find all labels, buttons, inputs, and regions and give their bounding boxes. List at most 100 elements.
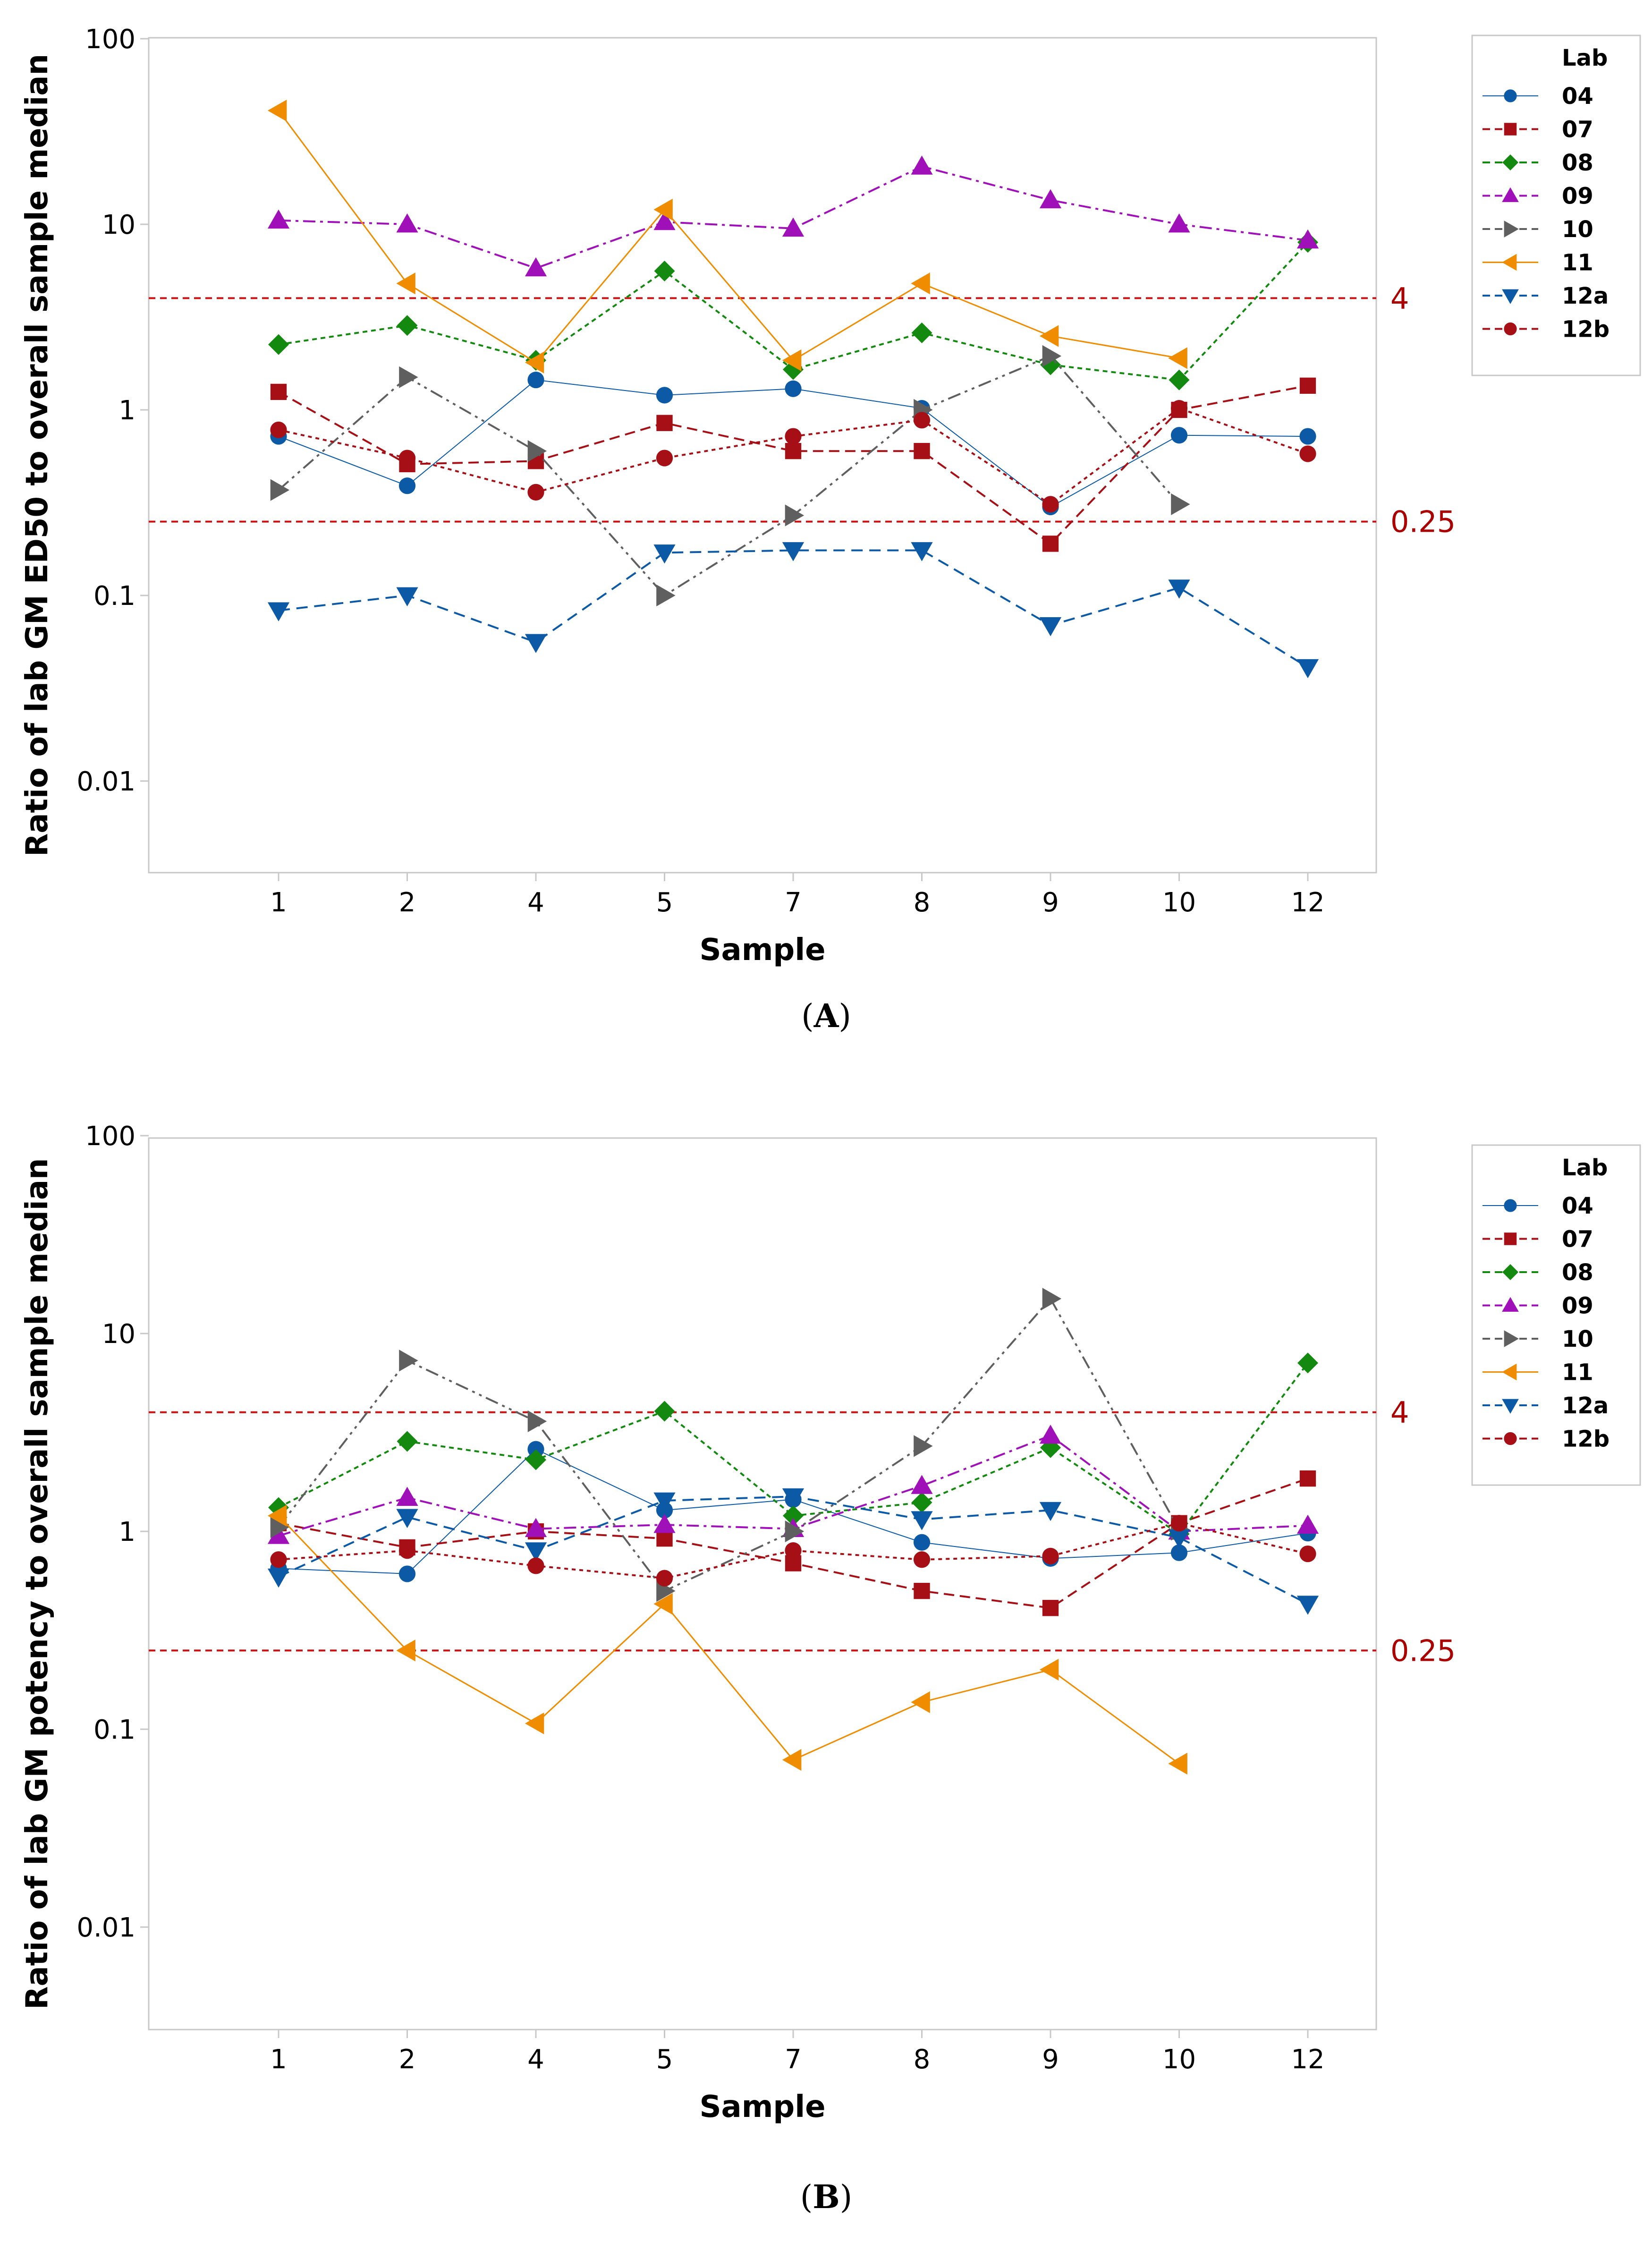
a-legend-swatch-marker bbox=[1504, 123, 1517, 136]
a-point-09 bbox=[653, 211, 676, 230]
b-point-11 bbox=[396, 1640, 415, 1662]
a-point-09 bbox=[525, 257, 547, 277]
b-point-12a bbox=[1039, 1502, 1062, 1521]
b-point-09 bbox=[267, 1525, 290, 1544]
a-point-08 bbox=[268, 334, 289, 355]
a-xtick-label: 5 bbox=[656, 887, 673, 918]
b-point-12a bbox=[1296, 1596, 1319, 1615]
a-series-07 bbox=[270, 377, 1316, 552]
a-legend-box bbox=[1471, 34, 1641, 376]
a-point-07 bbox=[914, 443, 930, 459]
a-point-12b bbox=[270, 421, 287, 439]
a-point-09 bbox=[782, 217, 805, 237]
b-point-12a bbox=[782, 1488, 805, 1508]
b-point-08 bbox=[525, 1449, 546, 1470]
b-legend-swatch-marker bbox=[1504, 1330, 1519, 1347]
a-point-09 bbox=[911, 155, 933, 175]
a-legend-item-12b: 12b bbox=[1483, 316, 1610, 343]
b-ytick-label: 0.01 bbox=[76, 1912, 136, 1943]
b-legend-item-12a: 12a bbox=[1483, 1393, 1609, 1419]
b-legend-swatch-marker bbox=[1502, 1264, 1518, 1280]
a-point-04 bbox=[656, 387, 673, 404]
b-point-12b bbox=[785, 1542, 802, 1559]
b-point-04 bbox=[527, 1441, 544, 1458]
b-ytick-label: 1 bbox=[119, 1517, 136, 1547]
b-point-08 bbox=[654, 1401, 675, 1422]
b-point-11 bbox=[911, 1691, 930, 1713]
b-line-11 bbox=[278, 1515, 1180, 1765]
b-legend-swatch-marker bbox=[1502, 1297, 1519, 1312]
a-legend-swatch-marker bbox=[1502, 154, 1518, 170]
a-point-09 bbox=[1039, 189, 1062, 209]
a-xtick-label: 1 bbox=[270, 887, 287, 918]
a-ytick-label: 0.1 bbox=[93, 581, 136, 612]
a-legend-item-04: 04 bbox=[1483, 83, 1593, 110]
a-point-12b bbox=[527, 484, 544, 501]
b-point-11 bbox=[267, 1504, 287, 1527]
b-legend-swatch-marker bbox=[1504, 1232, 1517, 1245]
a-line-10 bbox=[278, 355, 1180, 597]
b-legend-label: 12b bbox=[1562, 1426, 1610, 1453]
a-y-axis-title: Ratio of lab GM ED50 to overall sample m… bbox=[20, 54, 55, 857]
b-point-11 bbox=[525, 1712, 544, 1734]
a-point-11 bbox=[1168, 347, 1187, 369]
a-xtick-label: 9 bbox=[1042, 887, 1059, 918]
b-legend-label: 11 bbox=[1562, 1359, 1593, 1386]
a-point-04 bbox=[1170, 427, 1188, 444]
a-point-12a bbox=[1168, 579, 1190, 599]
b-point-09 bbox=[396, 1487, 418, 1506]
a-point-11 bbox=[653, 198, 673, 221]
a-point-12a bbox=[911, 542, 933, 561]
b-point-12b bbox=[1042, 1547, 1059, 1564]
a-legend: Lab 04 07 08 09 10 11 12a 12b bbox=[1471, 34, 1641, 376]
b-series-12a bbox=[267, 1488, 1319, 1615]
a-point-11 bbox=[267, 100, 287, 122]
b-series-08 bbox=[268, 1352, 1318, 1545]
a-point-12a bbox=[396, 587, 418, 607]
a-point-09 bbox=[396, 213, 418, 233]
b-legend-title: Lab bbox=[1562, 1155, 1608, 1181]
b-point-11 bbox=[782, 1749, 802, 1771]
a-point-12a bbox=[525, 634, 547, 654]
a-legend-label: 11 bbox=[1562, 250, 1593, 276]
b-point-09 bbox=[1296, 1514, 1319, 1534]
b-point-12a bbox=[267, 1568, 290, 1588]
b-legend-item-11: 11 bbox=[1483, 1359, 1593, 1386]
a-ytick-label: 1 bbox=[119, 395, 136, 426]
b-point-10 bbox=[1042, 1288, 1062, 1310]
b-ytick-label: 0.1 bbox=[93, 1715, 136, 1745]
a-point-12b bbox=[1042, 496, 1059, 513]
b-point-07 bbox=[914, 1582, 930, 1599]
a-ytick-label: 100 bbox=[85, 24, 136, 55]
a-legend-swatch-marker bbox=[1504, 322, 1517, 336]
a-ref-label: 4 bbox=[1390, 281, 1409, 315]
b-legend-item-04: 04 bbox=[1483, 1193, 1593, 1219]
b-legend-label: 08 bbox=[1562, 1259, 1593, 1286]
b-legend-item-08: 08 bbox=[1483, 1259, 1593, 1286]
b-point-09 bbox=[911, 1475, 933, 1494]
b-point-12b bbox=[913, 1551, 931, 1568]
b-legend-item-07: 07 bbox=[1483, 1226, 1593, 1253]
a-series-12a bbox=[267, 542, 1319, 679]
a-legend-item-08: 08 bbox=[1483, 150, 1593, 176]
a-point-12b bbox=[913, 412, 931, 429]
b-point-12b bbox=[656, 1570, 673, 1587]
b-legend-swatch-marker bbox=[1502, 1363, 1517, 1381]
b-point-10 bbox=[785, 1520, 805, 1543]
b-ytick-label: 100 bbox=[85, 1121, 136, 1152]
a-legend-swatch-marker bbox=[1502, 187, 1519, 202]
b-point-04 bbox=[398, 1565, 416, 1582]
a-series-10 bbox=[270, 345, 1190, 607]
a-point-09 bbox=[1168, 213, 1190, 233]
a-legend-item-10: 10 bbox=[1483, 216, 1593, 243]
a-point-08 bbox=[397, 315, 418, 336]
b-legend-item-12b: 12b bbox=[1483, 1426, 1610, 1453]
a-legend-swatch-marker bbox=[1502, 254, 1517, 271]
b-xtick-label: 12 bbox=[1291, 2044, 1324, 2075]
b-point-11 bbox=[1039, 1658, 1059, 1681]
b-point-07 bbox=[1299, 1470, 1316, 1487]
b-legend-label: 09 bbox=[1562, 1293, 1593, 1319]
a-point-12a bbox=[1039, 617, 1062, 637]
a-point-11 bbox=[911, 272, 930, 295]
a-point-11 bbox=[1039, 325, 1059, 347]
